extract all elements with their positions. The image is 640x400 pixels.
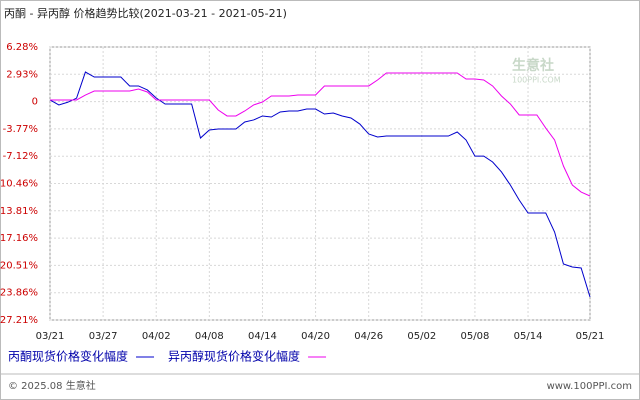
chart-title: 丙酮 - 异丙醇 价格趋势比较(2021-03-21 - 2021-05-21) [4,6,287,20]
x-tick-label: 05/08 [461,331,490,342]
y-tick-label: -17.16% [0,233,38,244]
y-tick-label: 6.28% [6,42,38,53]
x-tick-label: 05/21 [576,331,605,342]
y-tick-label: -13.81% [0,206,38,217]
x-tick-label: 04/02 [142,331,171,342]
x-tick-label: 03/27 [89,331,118,342]
x-tick-label: 05/14 [514,331,543,342]
y-tick-label: -7.12% [3,151,38,162]
footer-copyright: © 2025.08 生意社 [8,379,96,392]
series-line [49,71,591,298]
legend-label: 丙酮现货价格变化幅度 [8,349,128,364]
series-line [50,72,591,197]
y-tick-label: -20.51% [0,260,38,271]
x-tick-label: 04/08 [195,331,224,342]
y-tick-label: -23.86% [0,288,38,299]
legend-label: 异丙醇现货价格变化幅度 [168,349,300,364]
watermark-name: 生意社 [512,57,554,74]
x-tick-label: 04/26 [354,331,383,342]
y-tick-label: -3.77% [3,124,38,135]
y-tick-label: -27.21% [0,315,38,326]
footer-site: www.100PPI.com [547,381,632,392]
x-tick-label: 04/14 [248,331,277,342]
x-tick-label: 04/20 [301,331,330,342]
y-tick-label: 2.93% [6,69,38,80]
watermark-site: 100PPI.COM [512,76,561,85]
y-tick-label: -10.46% [0,178,38,189]
y-tick-label: 0 [32,97,38,108]
x-tick-label: 05/02 [407,331,436,342]
x-tick-label: 03/21 [36,331,65,342]
